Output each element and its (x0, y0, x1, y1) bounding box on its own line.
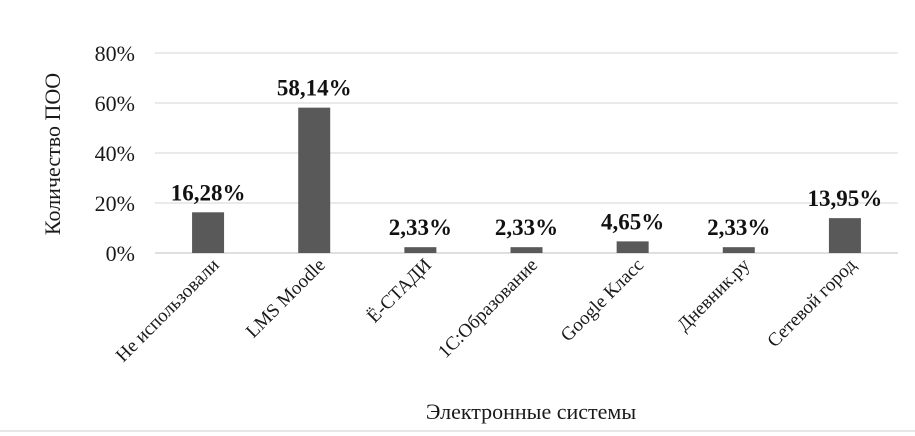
data-label: 2,33% (495, 215, 558, 240)
data-labels: 16,28% 58,14% 2,33% 2,33% 4,65% 2,33% 13,95% (171, 76, 883, 241)
data-label: 2,33% (707, 215, 770, 240)
y-tick-label: 20% (95, 191, 135, 216)
data-label: 2,33% (389, 215, 452, 240)
category-label: 1С:Образование (434, 255, 542, 363)
data-label: 4,65% (601, 209, 664, 234)
y-tick-label: 60% (95, 91, 135, 116)
bar (616, 241, 649, 253)
y-axis-title: Количество ПОО (40, 73, 65, 235)
x-axis-categories: Не использовали LMS Moodle Ё-СТАДИ1С:Образ… (112, 254, 861, 366)
bar (722, 247, 755, 253)
bar (404, 247, 437, 253)
y-tick-label: 0% (106, 241, 135, 266)
data-label: 13,95% (808, 186, 883, 211)
y-tick-label: 80% (95, 41, 135, 66)
bar (298, 107, 331, 254)
y-axis-ticks: 0% 20% 40% 60% 80% (95, 41, 135, 266)
bar (510, 247, 543, 253)
category-label: Ё-СТАДИ (363, 254, 436, 327)
data-label: 58,14% (277, 76, 352, 101)
x-axis-title: Электронные системы (426, 399, 636, 424)
gridlines (155, 52, 898, 254)
y-tick-label: 40% (95, 141, 135, 166)
category-label: Google Класс (557, 255, 648, 346)
bar (192, 212, 225, 253)
category-label: Сетевой город (763, 254, 860, 351)
category-label: Дневник.ру (673, 254, 754, 335)
bars (192, 107, 861, 254)
data-label: 16,28% (171, 180, 246, 205)
bar (828, 218, 861, 253)
category-label: Не использовали (112, 255, 224, 367)
category-label: LMS Moodle (242, 255, 330, 343)
